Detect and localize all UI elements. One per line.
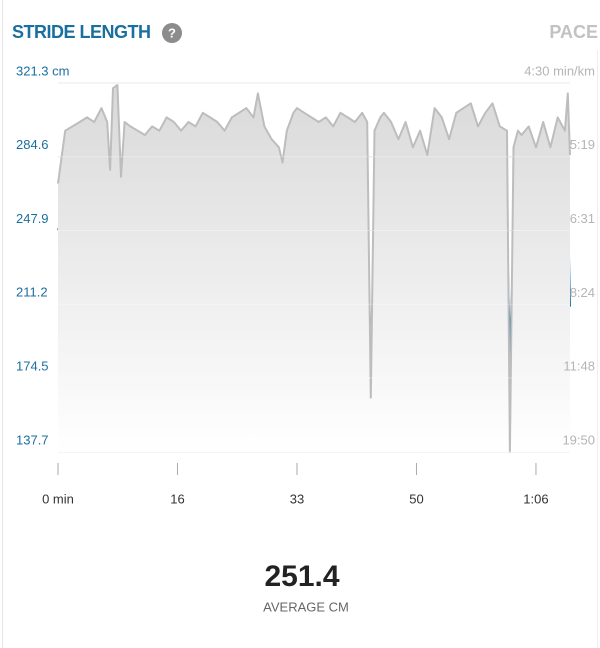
y-tick-label: 284.6: [16, 137, 49, 152]
y2-tick-label: 11:48: [563, 359, 595, 374]
y2-tick-label: 6:31: [570, 211, 595, 226]
plot: 321.3 cm 284.6 247.9 211.2 174.5 137.7 4:30 mi…: [16, 63, 595, 506]
chart-title: STRIDE LENGTH: [12, 22, 151, 42]
pace-line: [57, 84, 571, 453]
y-tick-label: 174.5: [16, 358, 49, 373]
y2-tick-label: 8:24: [570, 285, 595, 300]
y-tick-label: 247.9: [16, 211, 49, 226]
average-value: 251.4: [264, 560, 339, 593]
x-tick-label: 0 min: [42, 491, 74, 506]
average-label: AVERAGE CM: [263, 599, 349, 614]
y2-tick-label: 19:50: [562, 432, 595, 447]
help-icon[interactable]: [162, 23, 182, 43]
y2-tick-label: 4:30 min/km: [524, 63, 595, 78]
y-tick-label: 211.2: [16, 285, 48, 300]
help-icon-text[interactable]: ?: [168, 25, 176, 40]
pace-area: [58, 85, 570, 452]
x-tick-label: 16: [170, 491, 184, 506]
y-tick-label: 137.7: [16, 432, 49, 447]
y2-tick-label: 5:19: [570, 137, 595, 152]
x-tick-label: 33: [290, 491, 304, 506]
y2-title[interactable]: PACE: [549, 22, 598, 42]
y-tick-label: 321.3 cm: [16, 63, 69, 78]
x-tick-label: 50: [409, 491, 423, 506]
x-tick-label: 1:06: [523, 491, 548, 506]
